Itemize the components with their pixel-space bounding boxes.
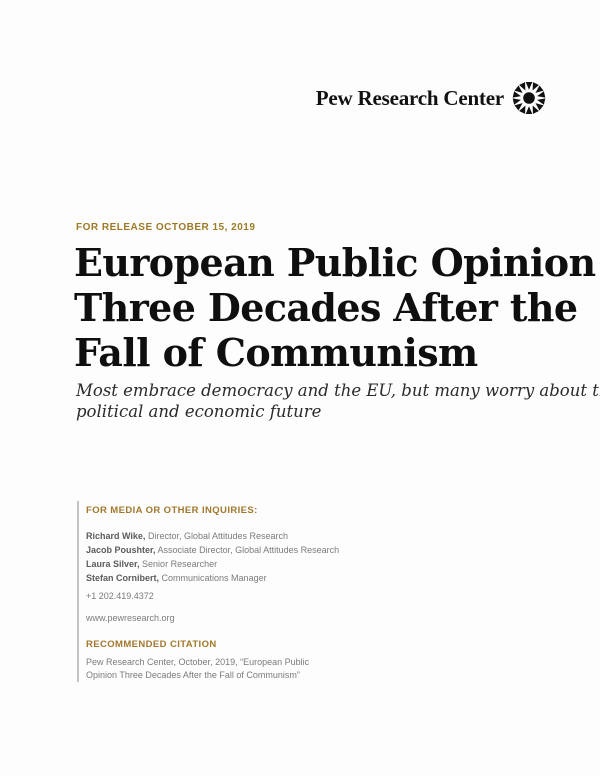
citation-line: Pew Research Center, October, 2019, “Eur…: [86, 657, 310, 667]
report-title: European Public Opinion Three Decades Af…: [74, 240, 596, 375]
contact-name: Stefan Cornibert,: [86, 573, 160, 583]
report-title-line: Fall of Communism: [74, 330, 478, 375]
contact-list: Richard Wike, Director, Global Attitudes…: [86, 529, 377, 585]
phone-number: +1 202.419.4372: [86, 591, 154, 601]
media-inquiries-heading: FOR MEDIA OR OTHER INQUIRIES:: [86, 505, 258, 516]
contact-role: Communications Manager: [161, 573, 267, 583]
contact-row: Laura Silver, Senior Researcher: [86, 557, 377, 571]
contact-role: Senior Researcher: [142, 559, 218, 569]
contact-name: Jacob Poushter,: [86, 545, 156, 555]
contact-row: Stefan Cornibert, Communications Manager: [86, 571, 377, 585]
logo-wordmark: Pew Research Center: [315, 85, 504, 110]
contact-role: Associate Director, Global Attitudes Res…: [157, 545, 340, 555]
report-title-line: Three Decades After the: [74, 285, 578, 330]
contact-row: Jacob Poushter, Associate Director, Glob…: [86, 543, 377, 557]
contact-name: Laura Silver,: [86, 559, 140, 569]
release-date-kicker: FOR RELEASE OCTOBER 15, 2019: [76, 222, 256, 233]
website-url: www.pewresearch.org: [86, 613, 175, 623]
report-subtitle-line: Most embrace democracy and the EU, but m…: [76, 381, 600, 400]
report-subtitle: Most embrace democracy and the EU, but m…: [76, 380, 600, 422]
report-subtitle-line: political and economic future: [76, 402, 322, 421]
citation-text: Pew Research Center, October, 2019, “Eur…: [86, 656, 377, 682]
media-inquiries-block: FOR MEDIA OR OTHER INQUIRIES: Richard Wi…: [77, 501, 377, 682]
pew-sunburst-icon: [512, 82, 546, 114]
contact-row: Richard Wike, Director, Global Attitudes…: [86, 529, 377, 543]
pew-logo: Pew Research Center: [316, 81, 546, 115]
citation-line: Opinion Three Decades After the Fall of …: [86, 670, 300, 680]
recommended-citation-heading: RECOMMENDED CITATION: [86, 639, 217, 650]
contact-role: Director, Global Attitudes Research: [147, 531, 289, 541]
report-title-line: European Public Opinion: [74, 240, 596, 285]
contact-name: Richard Wike,: [86, 531, 146, 541]
